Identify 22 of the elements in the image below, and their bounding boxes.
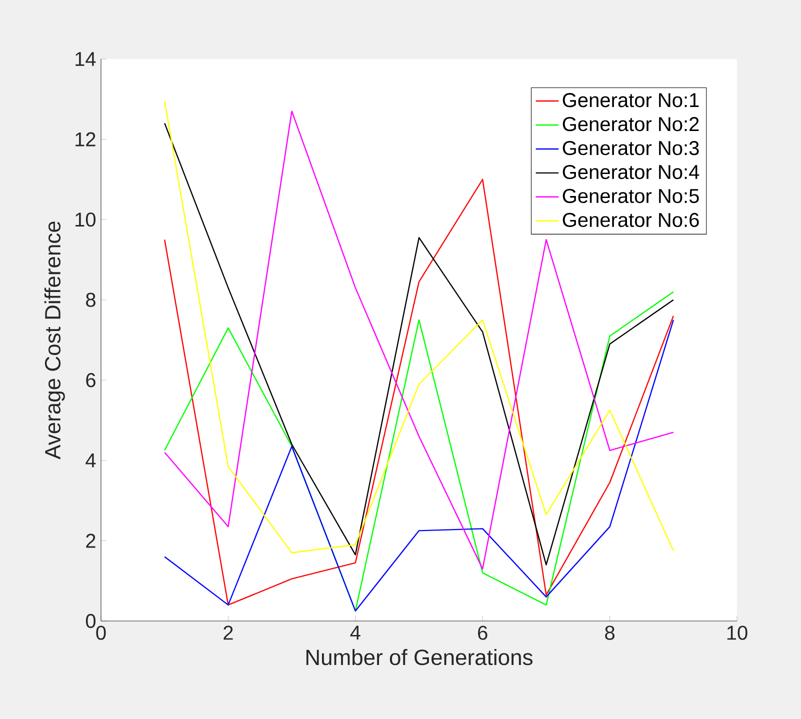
y-tick-label: 6 — [86, 373, 96, 388]
y-tick-label: 14 — [76, 52, 96, 66]
y-tick-label: 0 — [86, 614, 96, 628]
y-tick-label: 10 — [76, 212, 96, 227]
legend-label: Generator No:1 — [562, 93, 699, 108]
legend-label: Generator No:5 — [562, 188, 699, 204]
y-axis-title: Average Cost Difference — [44, 222, 65, 460]
x-tick-label: 2 — [224, 626, 233, 640]
x-axis-title: Number of Generations — [306, 649, 532, 666]
y-tick-label: 4 — [86, 454, 96, 468]
x-tick-label: 0 — [96, 626, 106, 640]
y-tick-label: 2 — [86, 534, 96, 548]
legend-label: Generator No:2 — [562, 117, 699, 132]
x-tick-label: 6 — [478, 626, 488, 640]
legend-label: Generator No:4 — [562, 164, 700, 180]
legend-label: Generator No:6 — [562, 212, 699, 228]
y-tick-label: 8 — [86, 292, 96, 307]
x-tick-label: 8 — [605, 626, 614, 640]
x-tick-label: 10 — [727, 626, 748, 640]
y-tick-label: 12 — [76, 132, 96, 146]
legend-label: Generator No:3 — [562, 140, 699, 156]
x-tick-label: 4 — [350, 626, 360, 640]
